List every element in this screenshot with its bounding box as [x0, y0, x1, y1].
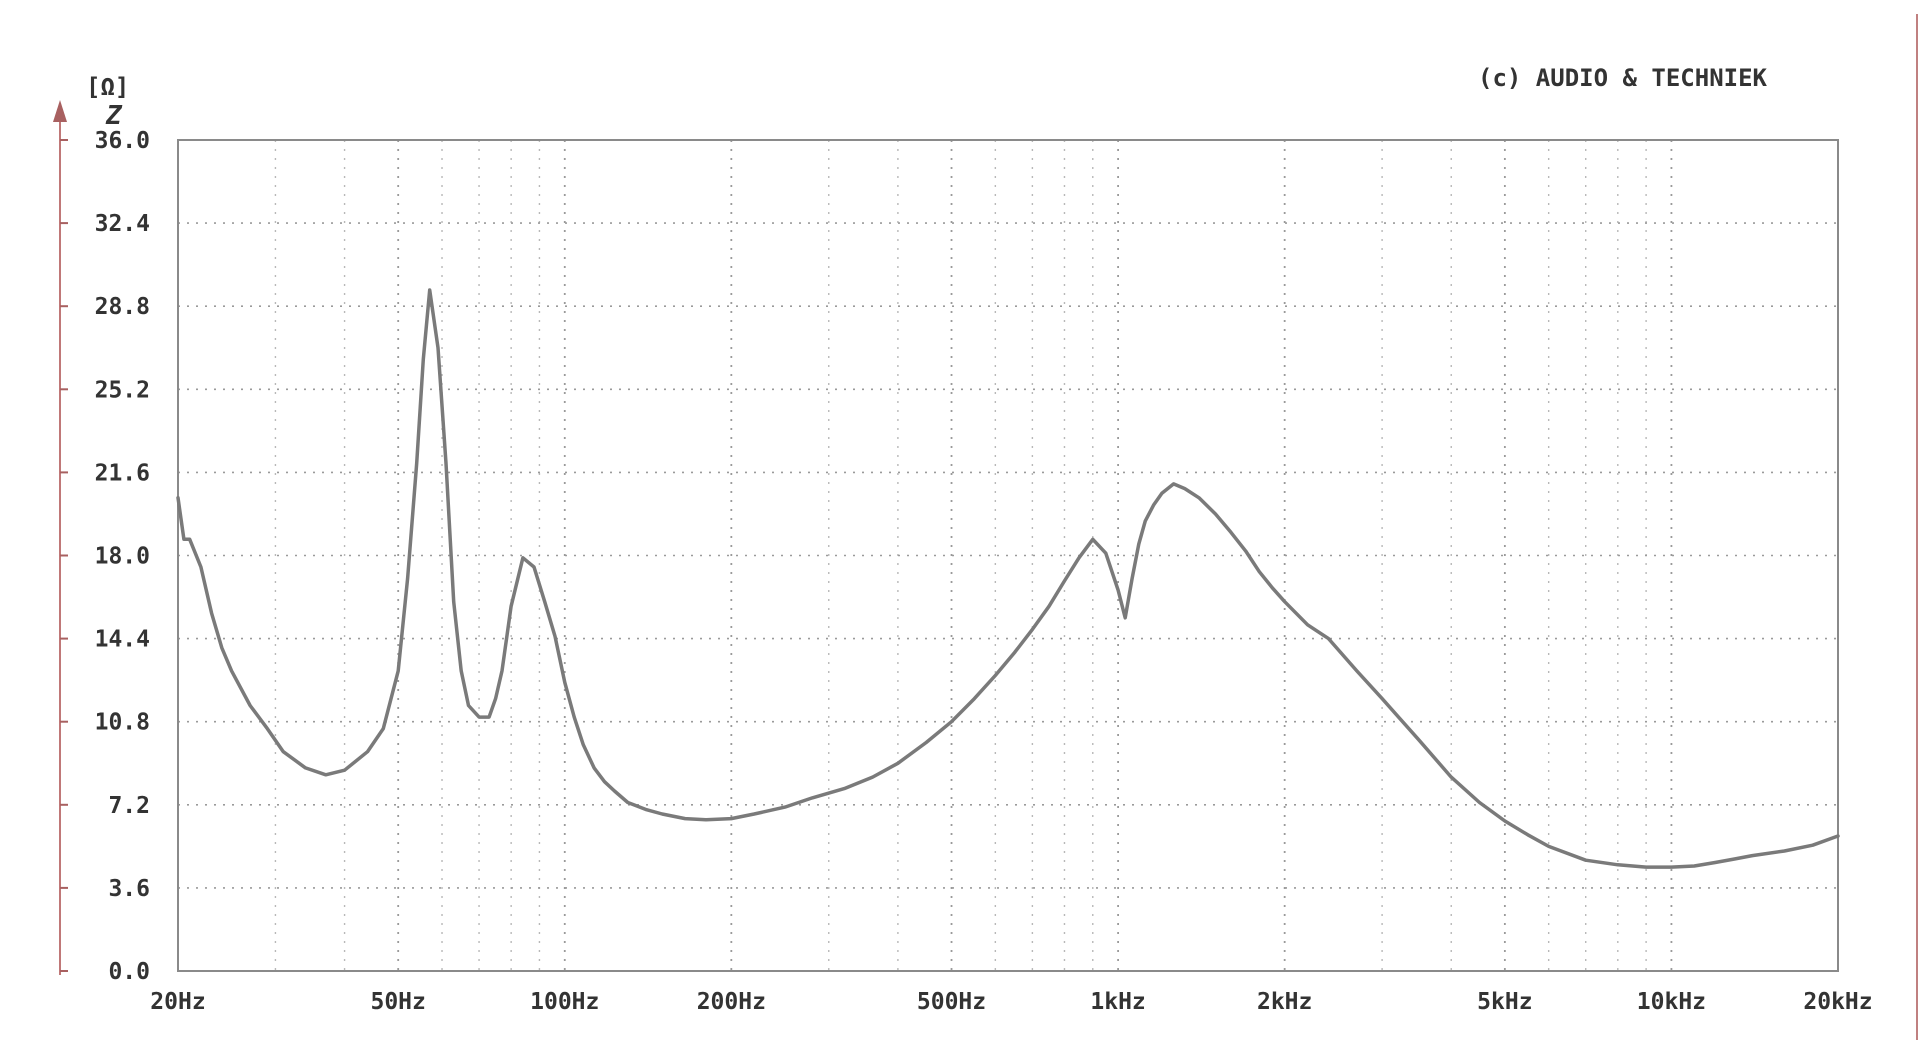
x-tick-label-7: 5kHz: [1477, 989, 1532, 1015]
y-tick-label-4: 14.4: [95, 627, 150, 653]
y-tick-label-0: 0.0: [108, 959, 150, 985]
y-tick-label-1: 3.6: [108, 876, 150, 902]
impedance-curve: [176, 288, 1840, 869]
x-tick-label-2: 100Hz: [530, 989, 599, 1015]
y-axis-unit-label: [Ω]: [86, 73, 129, 101]
y-tick-label-5: 18.0: [95, 544, 150, 570]
y-tick-label-3: 10.8: [95, 710, 150, 736]
tick-layer: 0.0 3.6 7.2 10.8 14.4 18.0 21.6 25.2 28.8 32.4 36.…: [60, 128, 1873, 1015]
y-tick-label-7: 25.2: [95, 377, 150, 403]
y-tick-label-9: 32.4: [95, 211, 150, 237]
copyright-notice: (c) AUDIO & TECHNIEK: [1478, 64, 1768, 92]
x-tick-label-6: 2kHz: [1257, 989, 1312, 1015]
x-tick-label-9: 20kHz: [1803, 989, 1872, 1015]
x-tick-label-0: 20Hz: [150, 989, 205, 1015]
y-axis-label: Z: [105, 101, 123, 131]
y-tick-label-8: 28.8: [95, 294, 150, 320]
y-tick-label-10: 36.0: [95, 128, 150, 154]
grid-layer: [178, 140, 1838, 971]
x-tick-label-1: 50Hz: [370, 989, 425, 1015]
plot-frame: [177, 139, 1839, 972]
x-tick-label-8: 10kHz: [1637, 989, 1706, 1015]
x-tick-label-5: 1kHz: [1090, 989, 1145, 1015]
y-tick-label-6: 21.6: [95, 460, 150, 486]
x-tick-label-4: 500Hz: [917, 989, 986, 1015]
y-axis-arrow: [53, 100, 67, 122]
y-tick-label-2: 7.2: [108, 793, 150, 819]
x-tick-label-3: 200Hz: [697, 989, 766, 1015]
